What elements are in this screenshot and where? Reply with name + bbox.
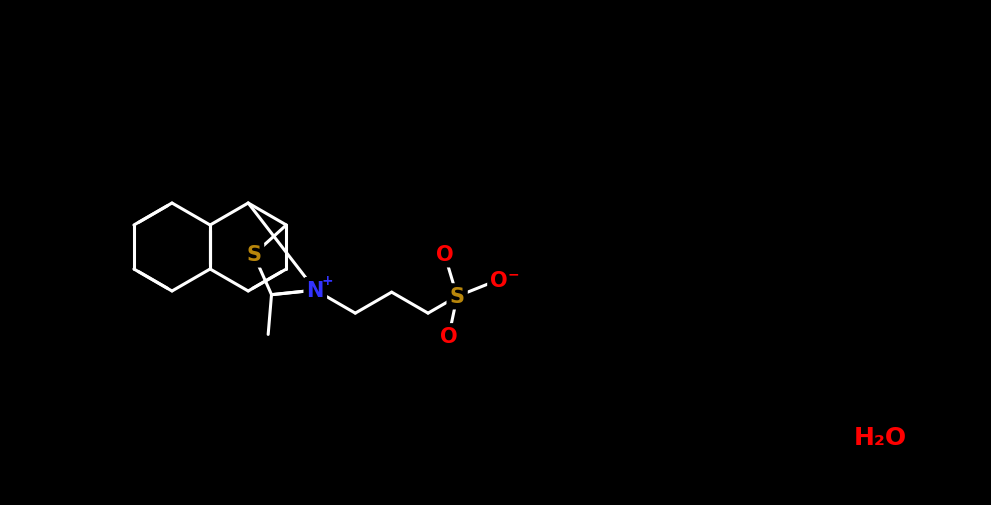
Text: S: S xyxy=(246,245,261,265)
Text: O: O xyxy=(491,270,508,290)
Text: +: + xyxy=(321,274,333,287)
Text: S: S xyxy=(450,287,465,307)
Text: N: N xyxy=(306,280,324,300)
Text: H₂O: H₂O xyxy=(853,425,907,449)
Text: −: − xyxy=(507,267,519,281)
Text: O: O xyxy=(440,327,458,346)
Text: O: O xyxy=(436,245,453,265)
